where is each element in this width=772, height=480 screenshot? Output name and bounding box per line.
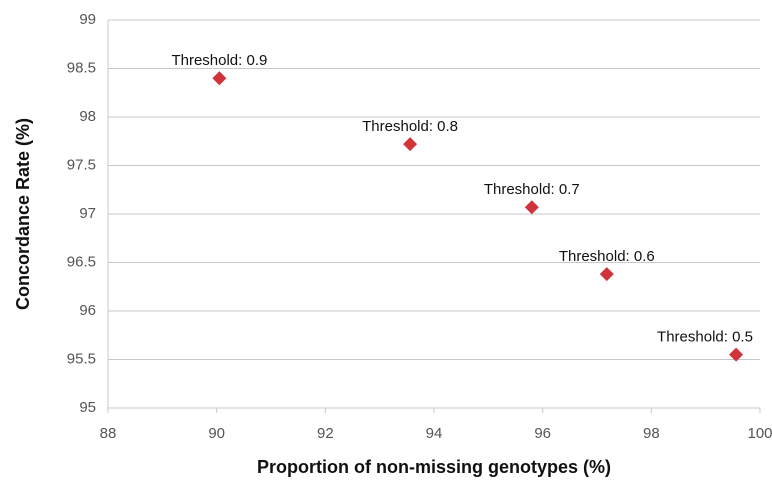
- y-tick-label: 98.5: [67, 59, 96, 76]
- y-axis-title: Concordance Rate (%): [13, 118, 33, 310]
- x-axis-title: Proportion of non-missing genotypes (%): [257, 457, 611, 477]
- y-tick-label: 95: [79, 399, 96, 416]
- x-tick-label: 88: [100, 425, 117, 442]
- point-label: Threshold: 0.7: [484, 181, 580, 198]
- y-tick-label: 95.5: [67, 350, 96, 367]
- point-label: Threshold: 0.8: [362, 118, 458, 135]
- point: [599, 267, 614, 282]
- x-tick-label: 96: [534, 425, 551, 442]
- y-tick-label: 96.5: [67, 253, 96, 270]
- y-tick-label: 98: [79, 108, 96, 125]
- y-tick-label: 99: [79, 11, 96, 28]
- y-tick-label: 96: [79, 302, 96, 319]
- x-tick-label: 90: [208, 425, 225, 442]
- point: [212, 71, 227, 86]
- x-tick-label: 94: [426, 425, 443, 442]
- point-label: Threshold: 0.5: [657, 329, 753, 346]
- x-tick-label: 100: [747, 425, 772, 442]
- y-tick-label: 97: [79, 205, 96, 222]
- point-label: Threshold: 0.6: [559, 248, 655, 265]
- point: [403, 137, 418, 152]
- x-tick-label: 92: [317, 425, 334, 442]
- x-tick-label: 98: [643, 425, 660, 442]
- point: [524, 200, 539, 215]
- point-label: Threshold: 0.9: [171, 52, 267, 69]
- y-tick-label: 97.5: [67, 156, 96, 173]
- point: [729, 347, 744, 362]
